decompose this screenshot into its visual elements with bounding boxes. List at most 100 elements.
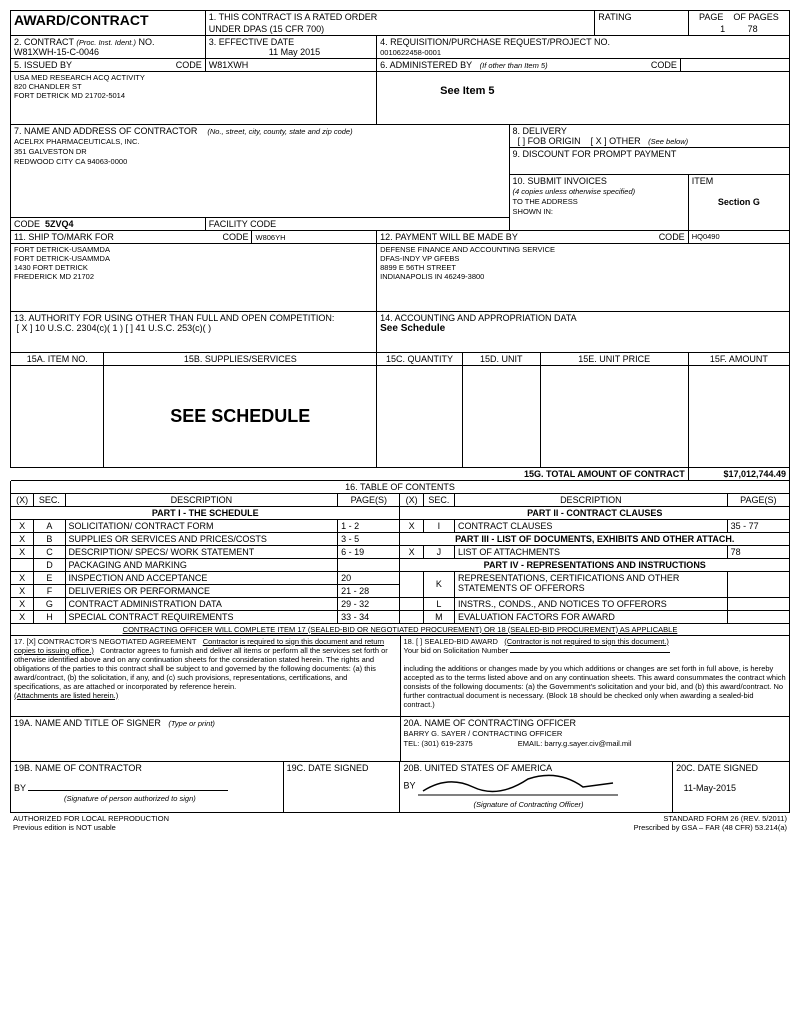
toc-title: 16. TABLE OF CONTENTS <box>11 481 790 494</box>
block-5-code-label: CODE <box>159 59 206 72</box>
toc-hsec2: SEC. <box>423 493 454 506</box>
toc-rF-p: 21 - 28 <box>338 584 400 597</box>
row-19b-20c: 19B. NAME OF CONTRACTOR BY (Signature of… <box>10 762 790 813</box>
title-cell: AWARD/CONTRACT <box>11 11 206 36</box>
toc-rL-d: INSTRS., CONDS., AND NOTICES TO OFFERORS <box>455 597 728 610</box>
block-19b: 19B. NAME OF CONTRACTOR BY (Signature of… <box>11 762 284 813</box>
block-5-addr: USA MED RESEARCH ACQ ACTIVITY 820 CHANDL… <box>11 72 377 125</box>
toc-rJ-d: LIST OF ATTACHMENTS <box>455 545 728 558</box>
block-17: 17. [X] CONTRACTOR'S NEGOTIATED AGREEMEN… <box>11 636 401 717</box>
block-7: 7. NAME AND ADDRESS OF CONTRACTOR (No., … <box>11 125 510 217</box>
h-15f: 15F. AMOUNT <box>688 353 789 366</box>
toc-rC-s: C <box>34 545 65 558</box>
toc-part2: PART II - CONTRACT CLAUSES <box>400 506 790 519</box>
toc-rL-p <box>727 597 789 610</box>
block-18: 18. [ ] SEALED-BID AWARD (Contractor is … <box>400 636 790 717</box>
h-15e: 15E. UNIT PRICE <box>540 353 688 366</box>
toc-rJ-p: 78 <box>727 545 789 558</box>
block-10: 10. SUBMIT INVOICES (4 copies unless oth… <box>509 175 688 218</box>
block-6-code-label: CODE <box>626 59 681 72</box>
toc: 16. TABLE OF CONTENTS (X) SEC. DESCRIPTI… <box>10 481 790 636</box>
toc-rK-d: REPRESENTATIONS, CERTIFICATIONS AND OTHE… <box>455 571 728 597</box>
toc-rM-d: EVALUATION FACTORS FOR AWARD <box>455 610 728 623</box>
signature-icon <box>418 773 618 799</box>
toc-rK-x <box>400 571 423 584</box>
toc-rG-s: G <box>34 597 65 610</box>
toc-rE-s: E <box>34 571 65 584</box>
toc-rC-p: 6 - 19 <box>338 545 400 558</box>
total-amount: $17,012,744.49 <box>688 467 789 480</box>
toc-rM-s: M <box>423 610 454 623</box>
page-label-cell: PAGE OF PAGES <box>688 11 789 24</box>
h-15a: 15A. ITEM NO. <box>11 353 104 366</box>
block-9: 9. DISCOUNT FOR PROMPT PAYMENT <box>509 148 789 175</box>
block-12-addr: DEFENSE FINANCE AND ACCOUNTING SERVICE D… <box>377 243 790 311</box>
dpas: UNDER DPAS (15 CFR 700) <box>205 23 594 36</box>
block-10-item-label: ITEM <box>688 175 789 197</box>
toc-rC-d: DESCRIPTION/ SPECS/ WORK STATEMENT <box>65 545 338 558</box>
rated-order: 1. THIS CONTRACT IS A RATED ORDER <box>205 11 594 24</box>
block-20c: 20C. DATE SIGNED 11-May-2015 <box>673 762 790 813</box>
block-6-code <box>680 59 789 72</box>
page-val: 1 78 <box>688 23 789 36</box>
block-7-facility: FACILITY CODE <box>205 217 509 230</box>
toc-rA-d: SOLICITATION/ CONTRACT FORM <box>65 519 338 532</box>
row-17-18: 17. [X] CONTRACTOR'S NEGOTIATED AGREEMEN… <box>10 636 790 717</box>
toc-rH-s: H <box>34 610 65 623</box>
toc-rI-x: X <box>400 519 423 532</box>
toc-rH-p: 33 - 34 <box>338 610 400 623</box>
block-11-code: W806YH <box>252 231 377 244</box>
block-11-addr: FORT DETRICK-USAMMDA FORT DETRICK-USAMMD… <box>11 243 377 311</box>
block-6-val: See Item 5 <box>377 72 790 125</box>
toc-rK-p <box>727 571 789 597</box>
block-10-item-val: Section G <box>688 196 789 217</box>
rating-label: RATING <box>595 11 688 24</box>
block-3: 3. EFFECTIVE DATE 11 May 2015 <box>205 36 376 59</box>
block-6-label: 6. ADMINISTERED BY (If other than Item 5… <box>377 59 626 72</box>
toc-rM-p <box>727 610 789 623</box>
block-19a: 19A. NAME AND TITLE OF SIGNER (Type or p… <box>11 717 401 762</box>
toc-rE-x: X <box>11 571 34 584</box>
toc-rB-x: X <box>11 532 34 545</box>
toc-rF-x: X <box>11 584 34 597</box>
toc-rM-x <box>400 610 423 623</box>
block-13: 13. AUTHORITY FOR USING OTHER THAN FULL … <box>11 312 377 353</box>
block-5-code: W81XWH <box>205 59 376 72</box>
toc-part4: PART IV - REPRESENTATIONS AND INSTRUCTIO… <box>400 558 790 571</box>
toc-rG-p: 29 - 32 <box>338 597 400 610</box>
toc-part1: PART I - THE SCHEDULE <box>11 506 400 519</box>
footer-right: STANDARD FORM 26 (REV. 5/2011) Prescribe… <box>403 813 790 833</box>
toc-rH-d: SPECIAL CONTRACT REQUIREMENTS <box>65 610 338 623</box>
toc-rH-x: X <box>11 610 34 623</box>
block-11-code-label: CODE <box>205 231 252 244</box>
toc-rB-s: B <box>34 532 65 545</box>
toc-rI-p: 35 - 77 <box>727 519 789 532</box>
block-5-label: 5. ISSUED BY <box>11 59 159 72</box>
block-20b: 20B. UNITED STATES OF AMERICA BY (Signat… <box>400 762 673 813</box>
toc-hdesc1: DESCRIPTION <box>65 493 338 506</box>
form-table: AWARD/CONTRACT 1. THIS CONTRACT IS A RAT… <box>10 10 790 36</box>
block-11-label: 11. SHIP TO/MARK FOR <box>11 231 206 244</box>
row2: 2. CONTRACT (Proc. Inst. Ident.) NO. W81… <box>10 36 790 59</box>
toc-hx1: (X) <box>11 493 34 506</box>
toc-rD-d: PACKAGING AND MARKING <box>65 558 338 571</box>
row5: 11. SHIP TO/MARK FOR CODE W806YH 12. PAY… <box>10 231 790 312</box>
toc-rG-x: X <box>11 597 34 610</box>
toc-rI-d: CONTRACT CLAUSES <box>455 519 728 532</box>
block-12-label: 12. PAYMENT WILL BE MADE BY <box>377 231 642 244</box>
row7: 15A. ITEM NO. 15B. SUPPLIES/SERVICES 15C… <box>10 353 790 481</box>
h-15g: 15G. TOTAL AMOUNT OF CONTRACT <box>11 467 689 480</box>
toc-hx2: (X) <box>400 493 423 506</box>
toc-rF-s: F <box>34 584 65 597</box>
form-title: AWARD/CONTRACT <box>14 12 149 28</box>
row6: 13. AUTHORITY FOR USING OTHER THAN FULL … <box>10 312 790 353</box>
footer-left: AUTHORIZED FOR LOCAL REPRODUCTION Previo… <box>10 813 403 833</box>
row3: 5. ISSUED BY CODE W81XWH 6. ADMINISTERED… <box>10 59 790 125</box>
toc-rA-p: 1 - 2 <box>338 519 400 532</box>
toc-rB-d: SUPPLIES OR SERVICES AND PRICES/COSTS <box>65 532 338 545</box>
toc-rB-p: 3 - 5 <box>338 532 400 545</box>
block-12-code-label: CODE <box>641 231 688 244</box>
toc-hpage2: PAGE(S) <box>727 493 789 506</box>
toc-rC-x: X <box>11 545 34 558</box>
see-schedule: SEE SCHEDULE <box>104 365 377 467</box>
